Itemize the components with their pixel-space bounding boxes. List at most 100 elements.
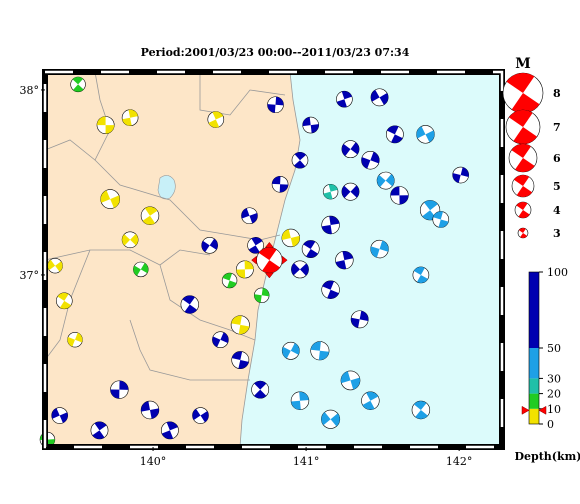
ball-quadrant (299, 263, 309, 276)
ball-quadrant (293, 160, 306, 169)
magnitude-label: 5 (553, 180, 561, 193)
ball-quadrant (511, 93, 540, 114)
events (39, 76, 469, 448)
beachball (235, 260, 254, 279)
beachball (254, 287, 270, 303)
beachball (302, 116, 319, 134)
ball-quadrant (238, 324, 250, 335)
beachball (267, 96, 284, 114)
ball-quadrant (231, 315, 242, 325)
ball-quadrant (47, 259, 56, 271)
ball-quadrant (506, 72, 535, 93)
ball-quadrant (236, 269, 246, 278)
ball-quadrant (415, 409, 428, 419)
ball-quadrant (359, 310, 369, 321)
ball-quadrant (515, 158, 535, 172)
ball-quadrant (425, 130, 435, 143)
ball-quadrant (72, 76, 84, 85)
beachball (385, 125, 404, 144)
x-tick-label: 140° (140, 455, 167, 468)
ball-quadrant (55, 261, 63, 272)
ball-quadrant (141, 401, 150, 412)
beachball (411, 400, 431, 420)
ball-quadrant (508, 109, 533, 127)
ball-quadrant (201, 240, 210, 252)
ball-quadrant (511, 144, 531, 158)
beachball (100, 189, 120, 209)
ball-quadrant (251, 237, 263, 246)
beachball (301, 240, 320, 258)
beachball (502, 72, 544, 114)
ball-quadrant (341, 91, 352, 100)
depth-tick-label: 0 (547, 418, 554, 431)
ball-quadrant (57, 292, 69, 301)
beachball (370, 88, 389, 107)
ball-quadrant (391, 134, 403, 143)
beachball (180, 295, 199, 314)
ball-quadrant (67, 337, 75, 347)
beachball (505, 109, 541, 145)
ball-quadrant (513, 127, 538, 145)
beachball (207, 111, 225, 128)
magnitude-label: 8 (553, 87, 561, 100)
ball-quadrant (321, 412, 331, 426)
x-tick-label: 142° (446, 455, 473, 468)
ball-quadrant (275, 96, 284, 106)
depth-tick-label: 10 (547, 403, 561, 416)
ball-quadrant (341, 143, 351, 157)
ball-quadrant (362, 400, 375, 410)
ball-quadrant (330, 413, 340, 427)
beachball (361, 391, 380, 410)
ball-quadrant (281, 229, 291, 241)
ball-quadrant (220, 332, 229, 343)
ball-quadrant (261, 287, 270, 297)
ball-quadrant (377, 174, 386, 188)
ball-quadrant (110, 195, 120, 208)
beachball (96, 116, 115, 134)
beachball (370, 239, 389, 259)
ball-quadrant (74, 332, 83, 343)
ball-quadrant (249, 212, 258, 224)
ball-quadrant (516, 186, 533, 197)
beachball (256, 247, 283, 274)
ball-quadrant (92, 430, 105, 439)
y-tick-label: 37° (20, 269, 40, 282)
beachball (341, 182, 360, 201)
ball-quadrant (291, 400, 301, 410)
frame-ticks (43, 70, 504, 449)
ball-quadrant (258, 247, 277, 261)
ball-quadrant (140, 263, 149, 274)
ball-quadrant (390, 186, 400, 196)
ball-quadrant (290, 343, 300, 355)
main-event-pointer (251, 255, 257, 265)
ball-quadrant (361, 157, 371, 169)
beachball (310, 341, 330, 361)
ball-quadrant (310, 341, 321, 351)
ball-quadrant (262, 260, 280, 273)
beachball (51, 407, 68, 424)
ball-quadrant (110, 389, 120, 399)
main-event-pointer (264, 272, 274, 279)
ball-quadrant (105, 125, 115, 134)
ball-quadrant (422, 210, 437, 220)
ball-quadrant (518, 228, 526, 233)
beachball (247, 237, 264, 254)
main-depth-pointer (521, 405, 547, 415)
depth-tick-label: 50 (547, 342, 561, 355)
ball-quadrant (200, 411, 209, 423)
depth-label: Depth(km) (515, 450, 580, 463)
ball-quadrant (303, 240, 316, 250)
beachball (121, 109, 139, 126)
ball-quadrant (209, 238, 218, 250)
ball-quadrant (310, 124, 319, 134)
ball-quadrant (340, 371, 351, 384)
ball-quadrant (254, 381, 267, 390)
ball-quadrant (222, 273, 233, 281)
ball-quadrant (416, 126, 426, 139)
beachball (341, 140, 360, 159)
ball-quadrant (149, 408, 159, 419)
ball-quadrant (335, 260, 347, 270)
beachball (321, 280, 340, 299)
beachball (416, 125, 435, 144)
